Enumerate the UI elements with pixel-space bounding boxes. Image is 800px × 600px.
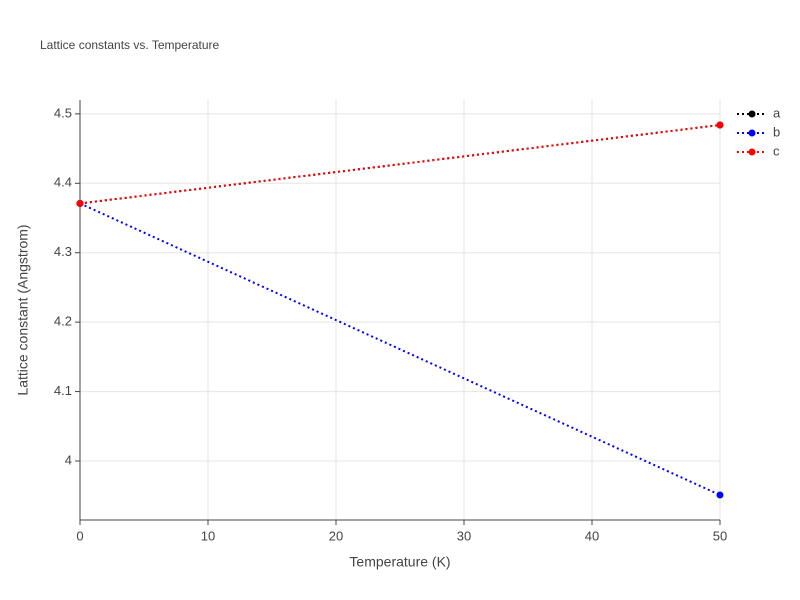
series-line [79, 202, 721, 496]
point [76, 199, 84, 207]
legend-marker [748, 129, 756, 137]
y-tick-label: 4.3 [54, 244, 72, 259]
y-axis-label: Lattice constant (Angstrom) [15, 224, 31, 395]
y-tick-label: 4.5 [54, 105, 72, 120]
legend-marker [748, 110, 756, 118]
x-tick-label: 40 [585, 528, 599, 543]
y-tick-label: 4.4 [54, 175, 72, 190]
legend-label: b [773, 124, 780, 139]
x-tick-label: 20 [329, 528, 343, 543]
y-tick-label: 4.2 [54, 314, 72, 329]
x-tick-label: 30 [457, 528, 471, 543]
legend-label: a [773, 105, 781, 120]
x-tick-label: 10 [201, 528, 215, 543]
legend-marker [748, 148, 756, 156]
y-tick-label: 4.1 [54, 383, 72, 398]
x-axis-label: Temperature (K) [349, 554, 450, 570]
legend-label: c [773, 143, 780, 158]
chart-title: Lattice constants vs. Temperature [40, 38, 220, 52]
point [716, 121, 724, 129]
point [716, 491, 724, 499]
y-tick-label: 4 [65, 452, 72, 467]
x-tick-label: 50 [713, 528, 727, 543]
series-line [79, 123, 721, 205]
x-tick-label: 0 [76, 528, 83, 543]
